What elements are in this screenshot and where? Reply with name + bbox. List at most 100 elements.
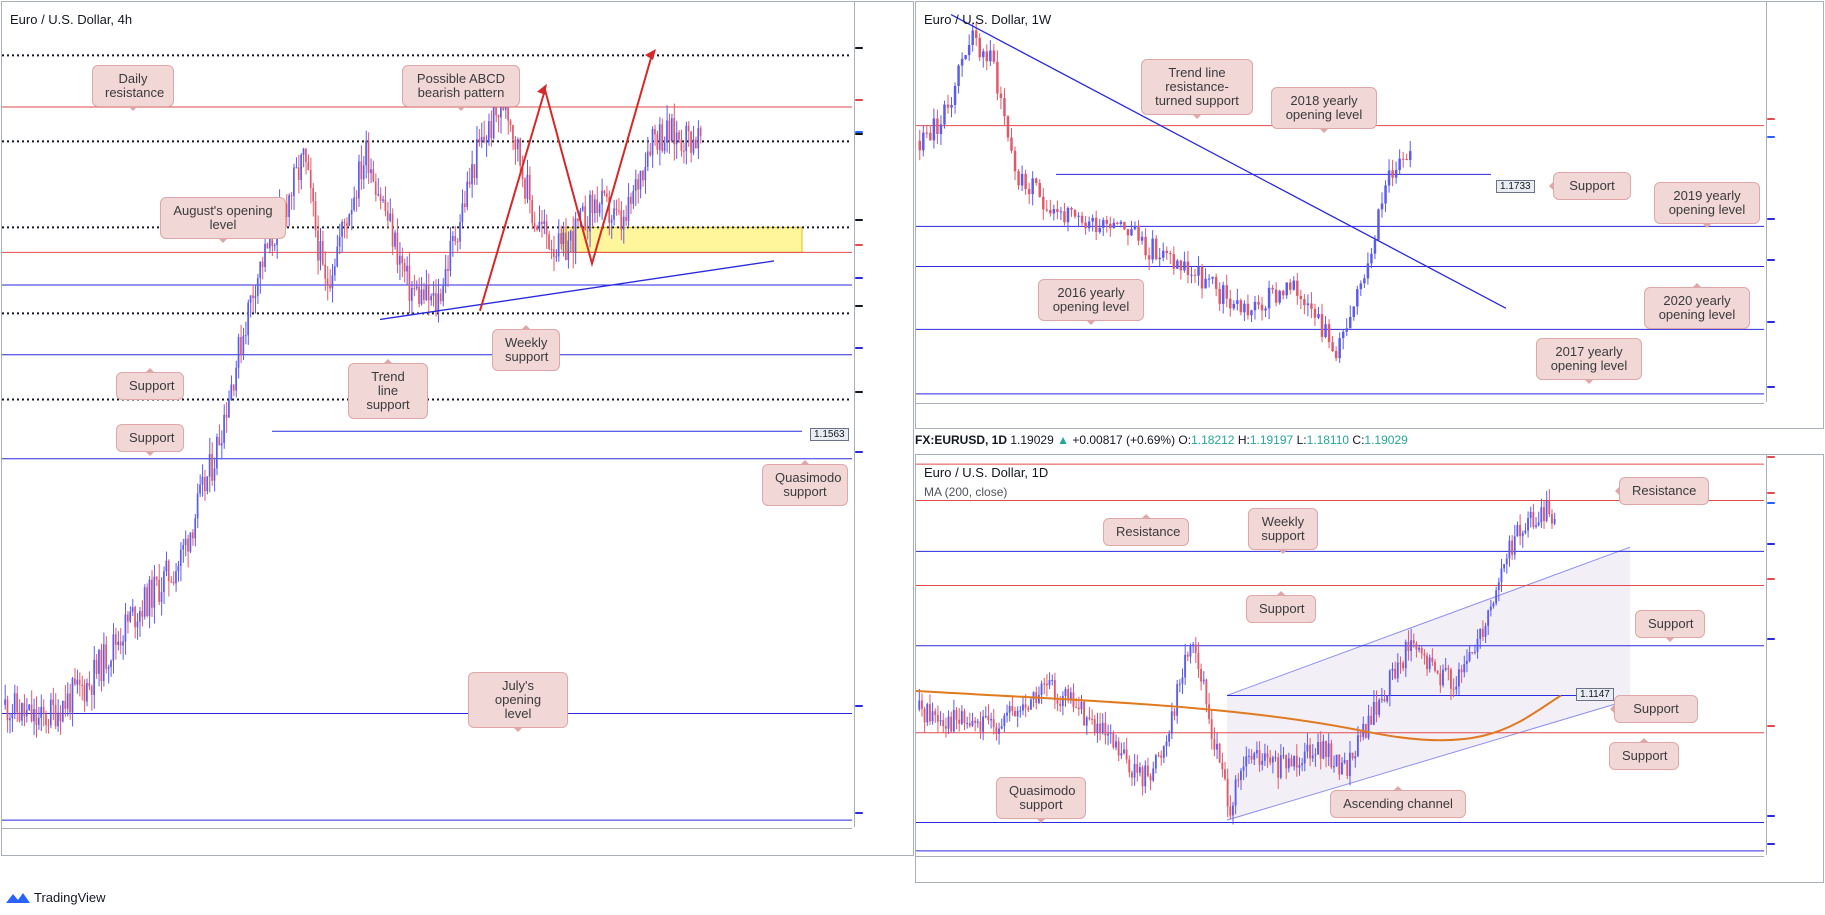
candle-body <box>639 170 642 190</box>
callout-d1-support-2: Support <box>1635 610 1705 642</box>
chart-panel-daily[interactable]: Euro / U.S. Dollar, 1D MA (200, close) 1… <box>915 454 1824 883</box>
candle-body <box>936 118 939 134</box>
candle-body <box>1497 582 1500 591</box>
candle-body <box>264 243 266 268</box>
candle-body <box>114 634 117 645</box>
d1-date-axis[interactable] <box>916 856 1764 884</box>
callout-2020-opening: 2020 yearly opening level <box>1644 283 1750 329</box>
h4-price-axis[interactable] <box>854 2 915 827</box>
price-badge <box>1767 577 1775 580</box>
candle-body <box>1073 209 1077 217</box>
candle-body <box>1137 225 1140 241</box>
candle-body <box>1049 209 1052 214</box>
price-badge <box>1767 456 1775 459</box>
price-badge <box>855 47 863 50</box>
candle-body <box>675 132 678 145</box>
candle-body <box>1457 669 1460 687</box>
candle-body <box>1119 221 1123 224</box>
candle-body <box>170 581 172 583</box>
candle-body <box>1172 254 1176 269</box>
candle-body <box>1532 511 1535 527</box>
candle-body <box>336 246 339 267</box>
candle-body <box>386 211 389 221</box>
d1-indicator-label[interactable]: MA (200, close) <box>924 485 1008 499</box>
candle-body <box>1503 564 1506 569</box>
candle-body <box>1194 644 1197 654</box>
candle-body <box>918 140 921 151</box>
candle-body <box>1152 768 1155 781</box>
candle-body <box>487 121 490 142</box>
candle-body <box>1140 236 1144 241</box>
candle-body <box>52 699 55 705</box>
candle-body <box>1293 755 1296 767</box>
candle-body <box>1237 779 1240 781</box>
candle-body <box>543 221 546 224</box>
candle-body <box>297 167 300 181</box>
candle-body <box>35 709 38 725</box>
candle-body <box>1144 236 1147 256</box>
candle-body <box>678 132 680 140</box>
candle-body <box>1436 670 1439 674</box>
candle-body <box>1017 171 1020 186</box>
candle-body <box>1439 673 1442 686</box>
candle-body <box>974 720 977 723</box>
arrow-head-d <box>645 49 656 61</box>
candle-body <box>987 715 990 721</box>
candle-body <box>435 293 437 312</box>
chart-panel-4h[interactable]: Euro / U.S. Dollar, 4h 1.1563 Daily resi… <box>1 1 914 856</box>
candle-body <box>16 693 18 713</box>
w1-price-axis[interactable] <box>1766 2 1825 402</box>
candle-body <box>982 716 984 732</box>
candle-body <box>1088 717 1091 719</box>
candle-body <box>1242 766 1245 771</box>
w1-date-axis[interactable] <box>916 403 1764 430</box>
candle-body <box>1123 221 1126 230</box>
candle-body <box>59 712 62 722</box>
callout-augusts-opening: August's opening level <box>160 197 286 243</box>
candle-body <box>362 165 365 180</box>
d1-price-axis[interactable] <box>1766 455 1825 855</box>
candle-body <box>1027 189 1031 195</box>
candle-body <box>1003 98 1006 117</box>
candle-body <box>625 216 627 221</box>
candle-body <box>1444 668 1447 670</box>
h4-date-axis[interactable] <box>2 828 852 857</box>
candle-body <box>603 190 606 194</box>
candle-body <box>413 288 416 290</box>
candle-body <box>112 634 115 661</box>
candle-body <box>1348 752 1351 776</box>
price-badge <box>1767 724 1775 727</box>
candle-body <box>427 284 430 301</box>
candle-body <box>1399 662 1402 664</box>
candle-body <box>1267 287 1271 309</box>
candle-body <box>439 293 442 302</box>
candle-body <box>1313 308 1317 318</box>
callout-d1-quasimodo: Quasimodo support <box>996 777 1086 823</box>
candle-body <box>309 170 312 189</box>
candle-body <box>996 61 999 94</box>
price-badge <box>855 130 863 133</box>
candle-body <box>420 289 423 304</box>
chart-panel-weekly[interactable]: Euro / U.S. Dollar, 1W 1.1733 Trend line… <box>915 1 1824 429</box>
candle-body <box>984 715 987 717</box>
candle-body <box>189 532 192 552</box>
candle-body <box>367 140 370 174</box>
h4-value-tag: 1.1563 <box>810 428 849 441</box>
candle-body <box>1178 683 1181 685</box>
candle-body <box>1420 647 1423 654</box>
candle-body <box>1040 683 1043 695</box>
candle-body <box>1524 530 1527 533</box>
candle-body <box>1398 158 1401 170</box>
candle-body <box>122 641 124 646</box>
candle-body <box>100 649 103 682</box>
tradingview-logo[interactable]: TradingView <box>6 890 106 905</box>
candle-body <box>1225 285 1228 299</box>
d1-plot[interactable] <box>916 455 1764 855</box>
candle-body <box>507 106 509 121</box>
candle-body <box>682 150 685 152</box>
candle-body <box>1285 755 1288 769</box>
candle-body <box>358 161 360 199</box>
candle-body <box>1048 680 1051 686</box>
candle-body <box>1287 758 1290 769</box>
candle-body <box>1234 779 1237 806</box>
